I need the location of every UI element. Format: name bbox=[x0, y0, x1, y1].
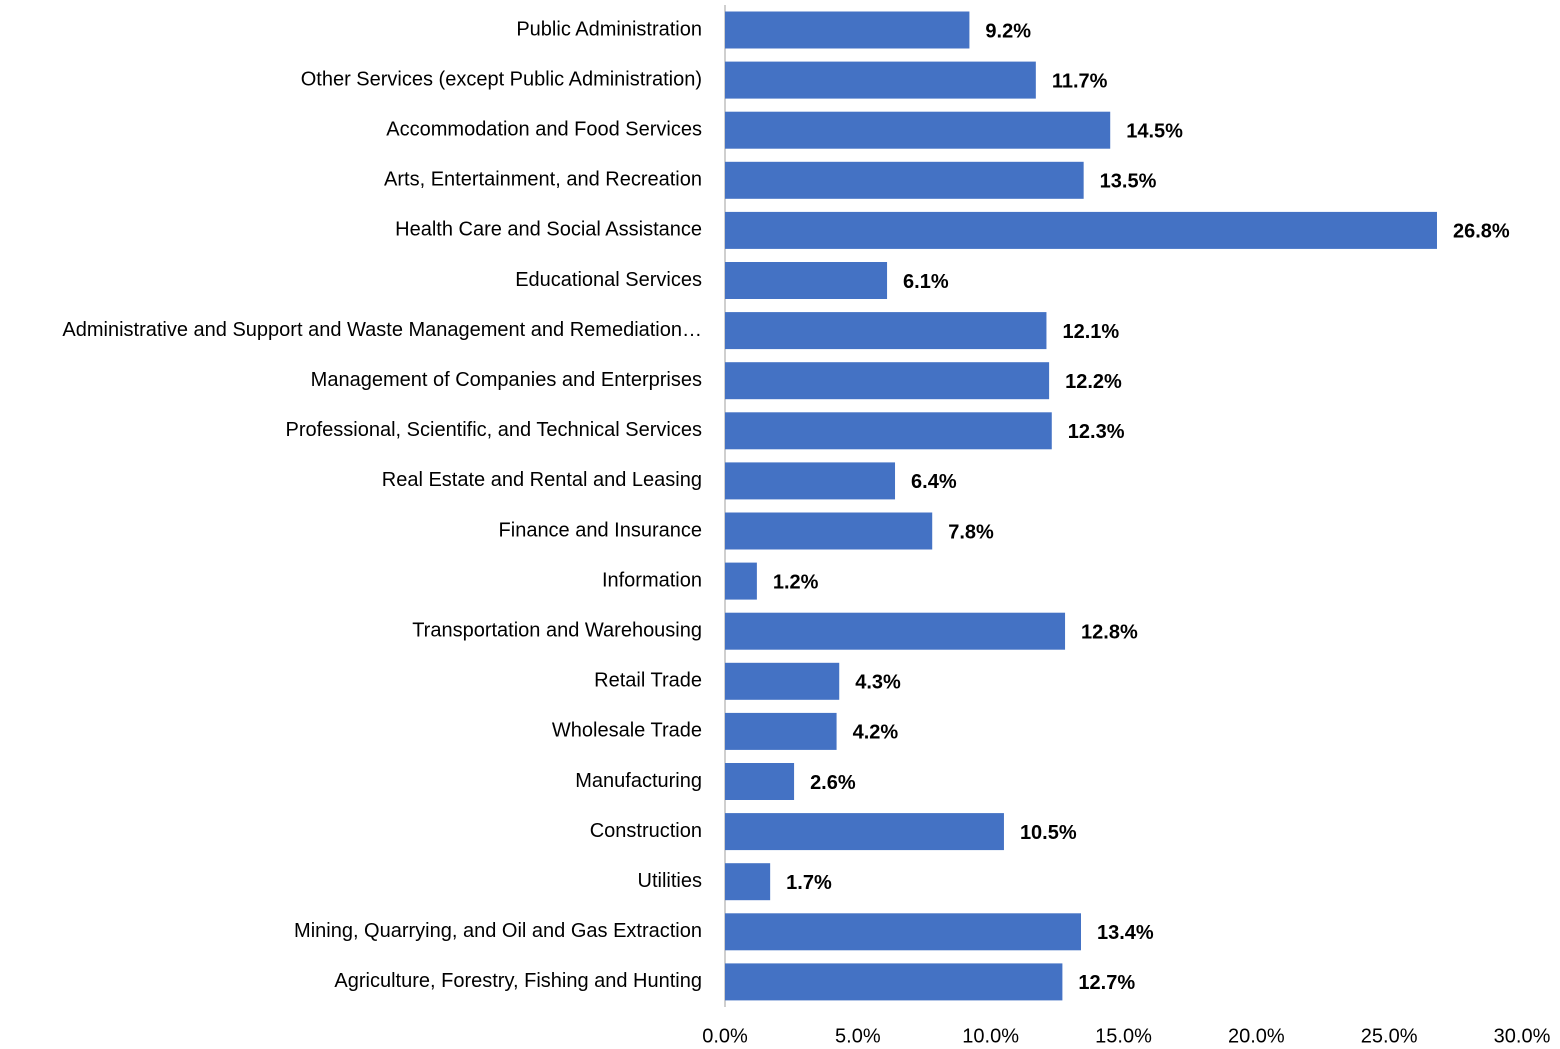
value-label: 12.1% bbox=[1062, 321, 1119, 343]
y-tick-label: Construction bbox=[590, 820, 702, 842]
value-label: 13.4% bbox=[1097, 922, 1154, 944]
bar bbox=[725, 312, 1047, 350]
value-label: 9.2% bbox=[985, 20, 1031, 42]
y-tick-label: Management of Companies and Enterprises bbox=[311, 369, 702, 391]
x-tick-label: 10.0% bbox=[962, 1025, 1019, 1047]
bar bbox=[725, 813, 1004, 851]
y-tick-label: Utilities bbox=[638, 870, 702, 892]
value-label: 12.2% bbox=[1065, 371, 1122, 393]
bar bbox=[725, 763, 795, 800]
x-tick-label: 5.0% bbox=[835, 1025, 881, 1047]
value-label: 6.4% bbox=[911, 471, 957, 493]
y-tick-label: Health Care and Social Assistance bbox=[395, 219, 702, 241]
value-label: 2.6% bbox=[810, 772, 856, 794]
bar bbox=[725, 11, 970, 49]
bar bbox=[725, 161, 1084, 199]
x-tick-label: 15.0% bbox=[1095, 1025, 1152, 1047]
y-tick-label: Arts, Entertainment, and Recreation bbox=[384, 169, 702, 191]
bar bbox=[725, 712, 837, 750]
bar bbox=[725, 211, 1437, 249]
y-tick-label: Finance and Insurance bbox=[499, 519, 702, 541]
value-label: 6.1% bbox=[903, 271, 949, 293]
y-tick-label: Educational Services bbox=[515, 269, 702, 291]
y-tick-label: Manufacturing bbox=[575, 770, 702, 792]
value-label: 14.5% bbox=[1126, 120, 1183, 142]
bar bbox=[725, 662, 840, 700]
bar bbox=[725, 863, 771, 901]
value-label: 12.8% bbox=[1081, 621, 1138, 643]
bar bbox=[725, 462, 896, 500]
bar bbox=[725, 913, 1081, 951]
x-tick-label: 30.0% bbox=[1494, 1025, 1551, 1047]
value-label: 1.2% bbox=[773, 571, 819, 593]
y-tick-label: Real Estate and Rental and Leasing bbox=[382, 469, 702, 491]
y-tick-label: Transportation and Warehousing bbox=[412, 619, 702, 641]
y-tick-label: Professional, Scientific, and Technical … bbox=[285, 419, 702, 441]
y-tick-label: Other Services (except Public Administra… bbox=[301, 68, 702, 90]
bar bbox=[725, 362, 1050, 400]
y-tick-label: Public Administration bbox=[516, 18, 702, 40]
bar bbox=[725, 612, 1066, 650]
y-tick-label: Information bbox=[602, 569, 702, 591]
bar bbox=[725, 412, 1052, 450]
y-tick-label: Mining, Quarrying, and Oil and Gas Extra… bbox=[294, 920, 702, 942]
value-label: 4.2% bbox=[853, 722, 899, 744]
y-tick-label: Agriculture, Forestry, Fishing and Hunti… bbox=[334, 970, 702, 992]
value-label: 13.5% bbox=[1100, 171, 1157, 193]
y-tick-label: Wholesale Trade bbox=[552, 720, 702, 742]
y-tick-label: Retail Trade bbox=[594, 670, 702, 692]
bar bbox=[725, 111, 1111, 149]
bar bbox=[725, 512, 933, 550]
value-label: 11.7% bbox=[1052, 70, 1108, 92]
x-tick-label: 20.0% bbox=[1228, 1025, 1285, 1047]
y-tick-label: Accommodation and Food Services bbox=[386, 118, 702, 140]
value-label: 4.3% bbox=[855, 672, 901, 694]
bar bbox=[725, 562, 757, 600]
bar bbox=[725, 963, 1063, 1001]
value-label: 12.3% bbox=[1068, 421, 1125, 443]
value-label: 26.8% bbox=[1453, 221, 1510, 243]
x-tick-label: 25.0% bbox=[1361, 1025, 1418, 1047]
value-label: 7.8% bbox=[948, 521, 994, 543]
value-label: 1.7% bbox=[786, 872, 832, 894]
bar bbox=[725, 61, 1036, 99]
bar bbox=[725, 262, 888, 299]
value-label: 12.7% bbox=[1078, 972, 1135, 994]
x-tick-label: 0.0% bbox=[702, 1025, 748, 1047]
value-label: 10.5% bbox=[1020, 822, 1077, 844]
y-tick-label: Administrative and Support and Waste Man… bbox=[62, 319, 702, 341]
